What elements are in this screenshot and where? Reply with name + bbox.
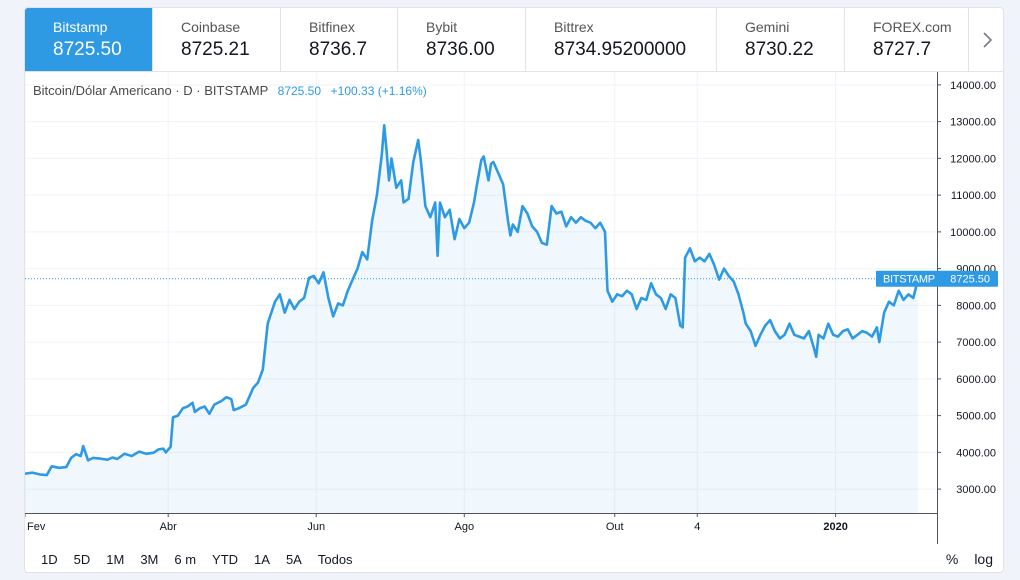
tab-exchange-name: Coinbase — [181, 19, 241, 35]
tab-exchange-name: FOREX.com — [873, 19, 952, 35]
tab-bitfinex[interactable]: Bitfinex 8736.7 — [281, 8, 398, 71]
series-area — [25, 125, 919, 514]
y-tick-label: 14000.00 — [950, 80, 996, 92]
y-tick-label: 10000.00 — [950, 227, 996, 239]
tab-bittrex[interactable]: Bittrex 8734.95200000 — [526, 8, 717, 71]
y-tick-label: 5000.00 — [956, 411, 996, 423]
price-widget: Bitstamp 8725.50 Coinbase 8725.21 Bitfin… — [24, 7, 1004, 573]
range-buttons: 1D 5D 1M 3M 6 m YTD 1A 5A Todos — [25, 552, 361, 567]
y-tick-label: 3000.00 — [956, 484, 996, 496]
range-toolbar: 1D 5D 1M 3M 6 m YTD 1A 5A Todos % log — [25, 544, 1003, 572]
range-3m[interactable]: 3M — [140, 551, 159, 567]
log-toggle[interactable]: log — [974, 551, 993, 567]
x-tick-label: Jun — [307, 521, 325, 533]
tab-exchange-name: Bitfinex — [309, 19, 355, 35]
y-tick-label: 4000.00 — [956, 447, 996, 459]
tab-exchange-name: Bybit — [426, 19, 458, 35]
price-label-value: 8725.50 — [950, 274, 990, 286]
tab-price: 8730.22 — [745, 39, 814, 60]
series-line — [25, 124, 920, 477]
y-tick-label: 6000.00 — [956, 374, 996, 386]
tab-gemini[interactable]: Gemini 8730.22 — [717, 8, 845, 71]
tab-bitstamp[interactable]: Bitstamp 8725.50 — [25, 8, 153, 71]
y-tick-label: 8000.00 — [956, 300, 996, 312]
symbol-title: Bitcoin/Dólar Americano · D · BITSTAMP — [33, 83, 269, 98]
price-chart[interactable]: 3000.00 4000.00 5000.00 6000.00 7000.00 8000.… — [25, 72, 1003, 544]
y-tick-label: 12000.00 — [950, 153, 996, 165]
x-tick-label: 4 — [694, 521, 700, 533]
range-ytd[interactable]: YTD — [212, 551, 239, 567]
range-1d[interactable]: 1D — [41, 551, 58, 567]
tab-price: 8736.00 — [426, 39, 495, 60]
x-tick-label: Fev — [27, 521, 46, 533]
range-todos[interactable]: Todos — [317, 551, 353, 567]
y-tick-label: 7000.00 — [956, 337, 996, 349]
x-tick-label: Out — [606, 521, 624, 533]
x-tick-label: Ago — [454, 521, 474, 533]
range-1m[interactable]: 1M — [106, 551, 125, 567]
y-tick-label: 13000.00 — [950, 117, 996, 129]
tab-price: 8727.7 — [873, 39, 932, 60]
scale-controls: % log — [938, 551, 1003, 567]
last-price: 8725.50 — [277, 84, 322, 98]
tab-price: 8736.7 — [309, 39, 368, 60]
y-tick-label: 11000.00 — [951, 190, 996, 202]
price-change: +100.33 (+1.16%) — [330, 84, 427, 98]
percent-toggle[interactable]: % — [945, 551, 959, 567]
tab-exchange-name: Bittrex — [554, 19, 594, 35]
tab-exchange-name: Gemini — [745, 19, 790, 35]
tab-price: 8734.95200000 — [554, 39, 687, 60]
x-tick-label: 2020 — [823, 521, 847, 533]
price-label-name: BITSTAMP — [883, 274, 935, 286]
price-label-badge — [876, 270, 998, 287]
exchange-tabs: Bitstamp 8725.50 Coinbase 8725.21 Bitfin… — [25, 8, 1003, 72]
tab-bybit[interactable]: Bybit 8736.00 — [398, 8, 526, 71]
tabs-next-button[interactable] — [969, 8, 1003, 71]
tab-price: 8725.21 — [181, 39, 250, 60]
range-5a[interactable]: 5A — [285, 551, 302, 567]
tab-price: 8725.50 — [53, 39, 122, 60]
range-6m[interactable]: 6 m — [174, 551, 197, 567]
tab-exchange-name: Bitstamp — [53, 19, 108, 35]
chevron-right-icon — [983, 31, 993, 48]
chart-svg: 3000.00 4000.00 5000.00 6000.00 7000.00 8000.… — [25, 72, 998, 544]
chart-legend: Bitcoin/Dólar Americano · D · BITSTAMP 8… — [33, 83, 427, 98]
x-tick-label: Abr — [160, 521, 177, 533]
range-1a[interactable]: 1A — [254, 551, 270, 567]
range-5d[interactable]: 5D — [73, 551, 91, 567]
tab-coinbase[interactable]: Coinbase 8725.21 — [153, 8, 281, 71]
tab-forex-com[interactable]: FOREX.com 8727.7 — [845, 8, 969, 71]
